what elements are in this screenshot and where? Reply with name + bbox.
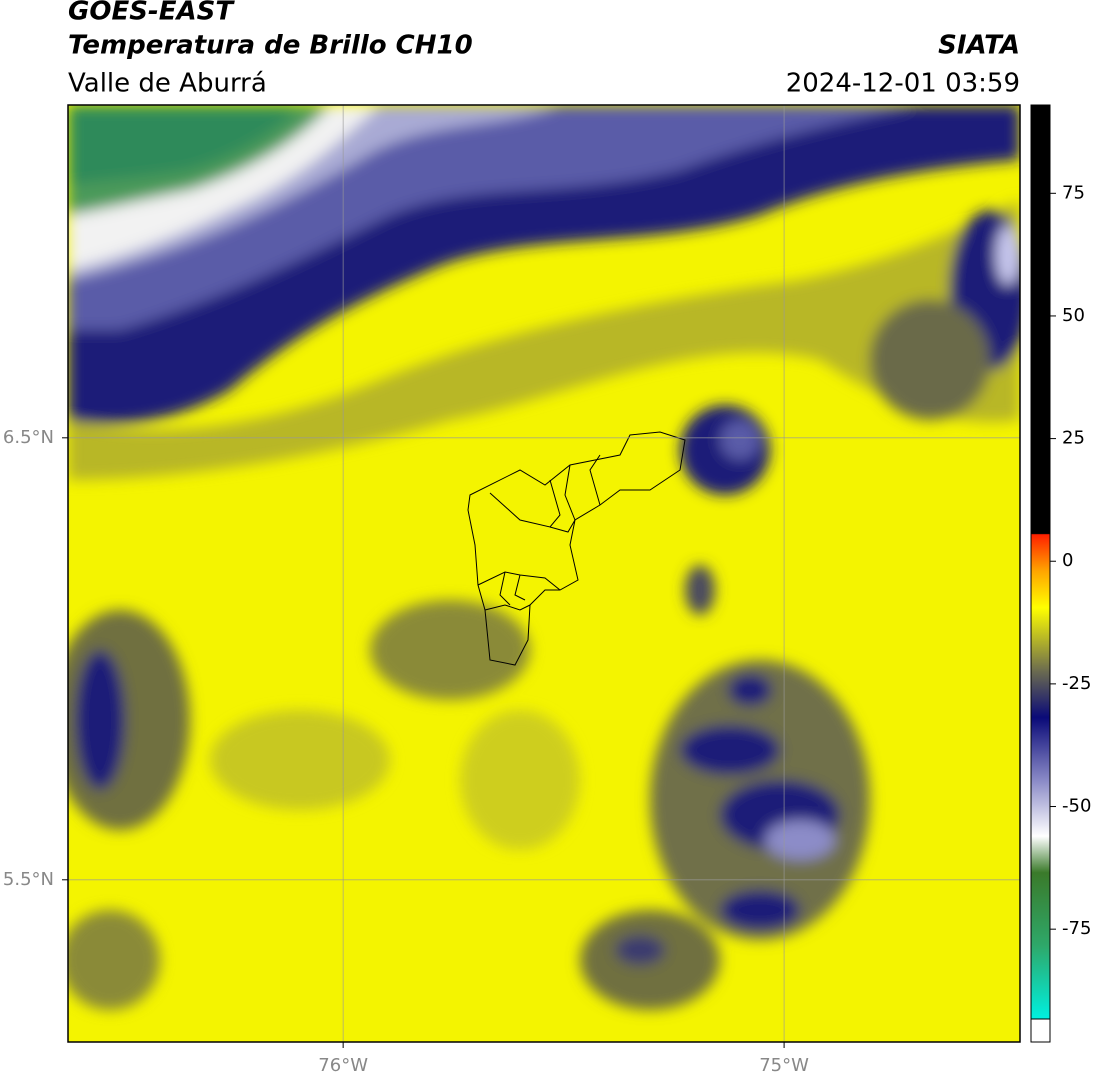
y-tick-label: 6.5°N (3, 427, 54, 448)
colorbar-tick-label: 50 (1062, 305, 1085, 326)
colorbar (1031, 105, 1050, 1019)
colorbar-tick-label: -25 (1062, 673, 1091, 694)
colorbar-frame (1030, 104, 1051, 1043)
map-frame (67, 104, 1021, 1043)
municipal-boundaries (467, 431, 686, 666)
colorbar-tick-label: -75 (1062, 918, 1091, 939)
grid (68, 105, 1020, 1042)
colorbar-tick-label: 0 (1062, 550, 1073, 571)
colorbar-tick-label: -50 (1062, 796, 1091, 817)
x-tick-label: 75°W (759, 1055, 809, 1076)
source: SIATA (938, 31, 1020, 61)
region: Valle de Aburrá (68, 69, 267, 99)
colorbar-under (1030, 1018, 1051, 1043)
x-tick-label: 76°W (318, 1055, 368, 1076)
datetime: 2024-12-01 03:59 (786, 69, 1020, 99)
colorbar-tick-label: 75 (1062, 182, 1085, 203)
subtitle: Temperatura de Brillo CH10 (68, 31, 473, 61)
map-field (68, 105, 1020, 1042)
title: GOES-EAST (68, 0, 235, 27)
y-tick-label: 5.5°N (3, 869, 54, 890)
colorbar-tick-label: 25 (1062, 428, 1085, 449)
